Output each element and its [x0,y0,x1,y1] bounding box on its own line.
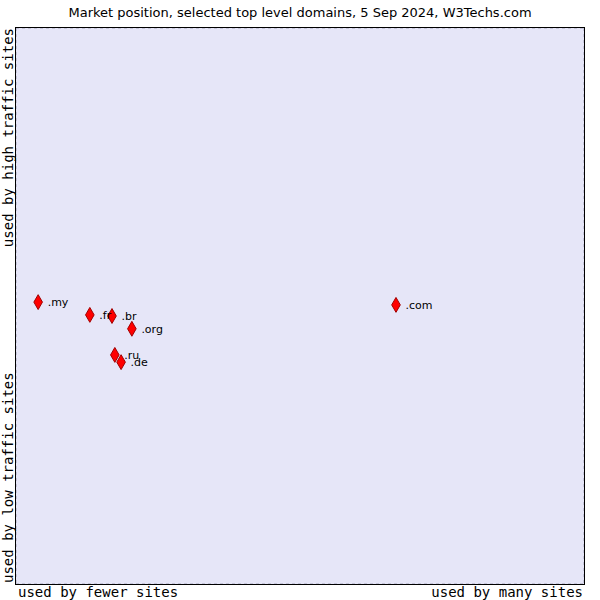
svg-text:.my: .my [48,296,69,309]
svg-text:used by high traffic sites: used by high traffic sites [8,28,16,247]
svg-text:.fr: .fr [99,309,111,322]
svg-text:.de: .de [131,356,148,369]
svg-text:used by many sites: used by many sites [431,584,583,600]
svg-text:used by fewer sites: used by fewer sites [18,584,178,600]
svg-text:Market position, selected top: Market position, selected top level doma… [68,5,531,20]
svg-text:.com: .com [406,299,433,312]
svg-text:.org: .org [141,323,163,336]
svg-text:.br: .br [122,310,137,323]
svg-text:used by low traffic sites: used by low traffic sites [8,372,16,583]
